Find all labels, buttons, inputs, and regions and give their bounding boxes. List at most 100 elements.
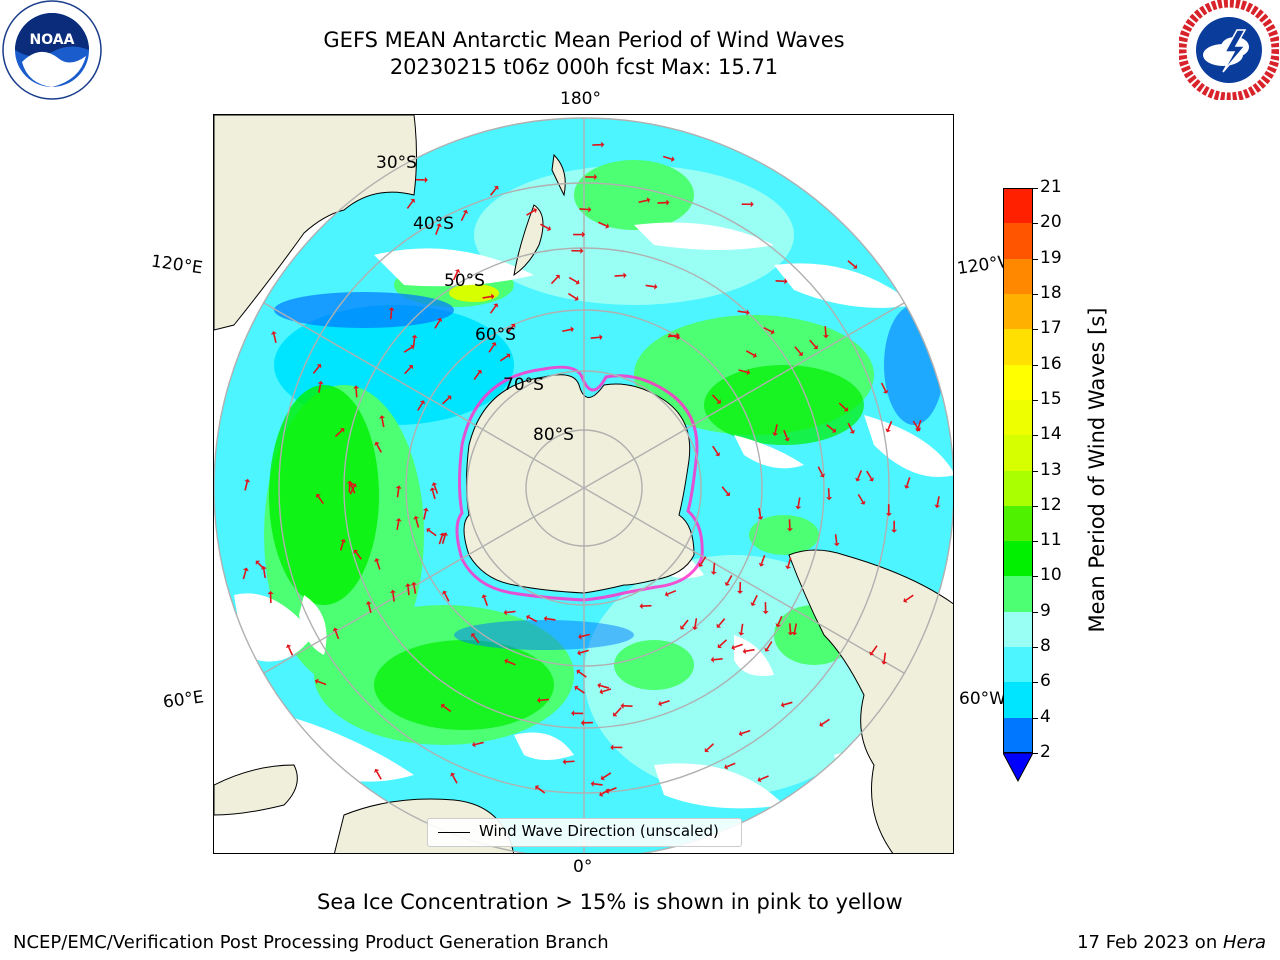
noaa-logo-text: NOAA [30, 32, 75, 48]
wave-direction-arrow [428, 529, 437, 537]
wave-direction-arrowhead [646, 197, 651, 204]
wave-direction-arrow [712, 445, 719, 455]
wave-direction-arrowhead [576, 669, 581, 675]
wave-direction-arrowhead [365, 601, 372, 605]
colorbar-segment [1003, 222, 1033, 259]
colorbar-tick-label: 2 [1040, 742, 1051, 762]
wave-direction-arrowhead [413, 515, 420, 520]
wave-direction-arrowhead [868, 477, 874, 482]
wave-direction-arrowhead [419, 400, 426, 405]
wave-direction-arrowhead [600, 775, 605, 781]
wave-direction-arrowhead [408, 364, 413, 370]
wave-direction-arrowhead [869, 651, 875, 656]
wave-direction-arrowhead [772, 432, 779, 436]
wave-direction-arrow [774, 424, 778, 434]
colorbar-segment [1003, 364, 1033, 400]
wave-direction-arrow [441, 397, 450, 405]
wave-direction-arrow [787, 557, 792, 567]
wave-direction-arrowhead [612, 712, 618, 717]
wave-direction-arrow [506, 660, 516, 666]
wave-direction-arrow [607, 786, 617, 792]
wave-direction-arrowhead [852, 264, 858, 269]
wave-direction-arrowhead [601, 141, 605, 148]
wave-direction-arrow [847, 422, 854, 432]
colorbar-tick-label: 20 [1040, 212, 1062, 233]
wave-direction-arrowhead [758, 562, 765, 567]
wave-direction-arrow [719, 639, 728, 647]
wave-direction-arrowhead [374, 558, 380, 562]
wave-direction-arrow [568, 276, 578, 283]
wave-direction-arrow [392, 592, 395, 602]
wave-direction-arrowhead [746, 369, 751, 376]
wave-direction-arrow [578, 671, 587, 678]
wave-direction-arrowhead [885, 513, 892, 517]
wave-direction-arrow [657, 201, 667, 204]
colorbar-tick-mark [1033, 576, 1038, 578]
wave-direction-arrowhead [537, 697, 541, 704]
colorbar-tick-label: 16 [1040, 353, 1062, 374]
wave-direction-arrowhead [757, 516, 764, 520]
wave-direction-arrowhead [752, 352, 757, 358]
wave-direction-arrowhead [471, 741, 476, 748]
wave-direction-arrow [472, 635, 480, 644]
wave-direction-arrowhead [353, 549, 359, 554]
wave-direction-arrow [726, 762, 736, 768]
wave-direction-arrow [713, 658, 723, 661]
colorbar-tick-mark [1033, 364, 1038, 366]
wave-direction-arrowhead [426, 527, 431, 533]
wave-direction-arrowhead [934, 504, 941, 509]
wave-direction-arrowhead [762, 611, 769, 615]
wave-direction-arrow [740, 623, 744, 633]
wave-direction-arrow [376, 560, 381, 570]
wave-direction-arrow [381, 418, 385, 428]
wave-direction-arrow [367, 603, 372, 613]
madagascar-landmass [214, 764, 298, 816]
wave-direction-arrowhead [477, 369, 482, 375]
lat-label-40s: 40°S [413, 214, 454, 234]
wave-direction-arrowhead [571, 710, 575, 717]
wave-direction-arrow [580, 633, 590, 638]
wave-direction-arrowhead [826, 497, 833, 501]
wave-direction-arrow [824, 326, 827, 336]
wave-direction-arrowhead [676, 334, 681, 341]
wave-direction-arrowhead [738, 730, 743, 737]
wave-direction-arrowhead [716, 623, 722, 628]
wave-direction-arrow [711, 394, 720, 403]
wave-direction-arrowhead [340, 428, 345, 433]
wave-direction-arrow [712, 562, 716, 572]
wave-direction-arrow [821, 718, 830, 725]
colorbar-segment [1003, 646, 1033, 683]
wave-direction-arrowhead [704, 747, 709, 753]
wave-direction-arrow [660, 700, 670, 705]
map-plot-area [213, 114, 954, 854]
wave-direction-arrow [375, 771, 382, 780]
wave-direction-arrowhead [780, 701, 785, 708]
wave-direction-arrow [579, 208, 589, 211]
wave-direction-arrow [590, 336, 600, 339]
wave-direction-arrowhead [493, 303, 499, 308]
colorbar-segment [1003, 505, 1033, 542]
wave-direction-arrowhead [410, 198, 416, 203]
wave-direction-arrowhead [737, 590, 744, 594]
wave-direction-arrow [403, 346, 413, 353]
wave-direction-arrowhead [582, 231, 586, 238]
colorbar-tick-label: 8 [1040, 636, 1051, 657]
wave-direction-arrow [355, 388, 358, 398]
wave-direction-arrow [706, 743, 715, 751]
wave-direction-arrowhead [424, 176, 428, 183]
colorbar-segment [1003, 611, 1033, 648]
footer-date-text: 17 Feb 2023 on [1077, 932, 1223, 953]
wave-direction-arrowhead [410, 581, 417, 586]
wave-direction-arrowhead [746, 309, 750, 316]
wave-direction-arrowhead [317, 380, 324, 385]
colorbar [1003, 187, 1033, 753]
wave-direction-arrowhead [819, 473, 826, 478]
wave-direction-arrow [417, 402, 424, 411]
wave-direction-arrow [506, 325, 514, 334]
wave-direction-arrowhead [379, 415, 385, 419]
wave-direction-arrowhead [255, 560, 260, 565]
wave-direction-arrowhead [535, 785, 540, 791]
wave-direction-arrow [396, 520, 400, 531]
wave-direction-arrowhead [332, 627, 339, 632]
wave-direction-arrowhead [244, 478, 251, 483]
